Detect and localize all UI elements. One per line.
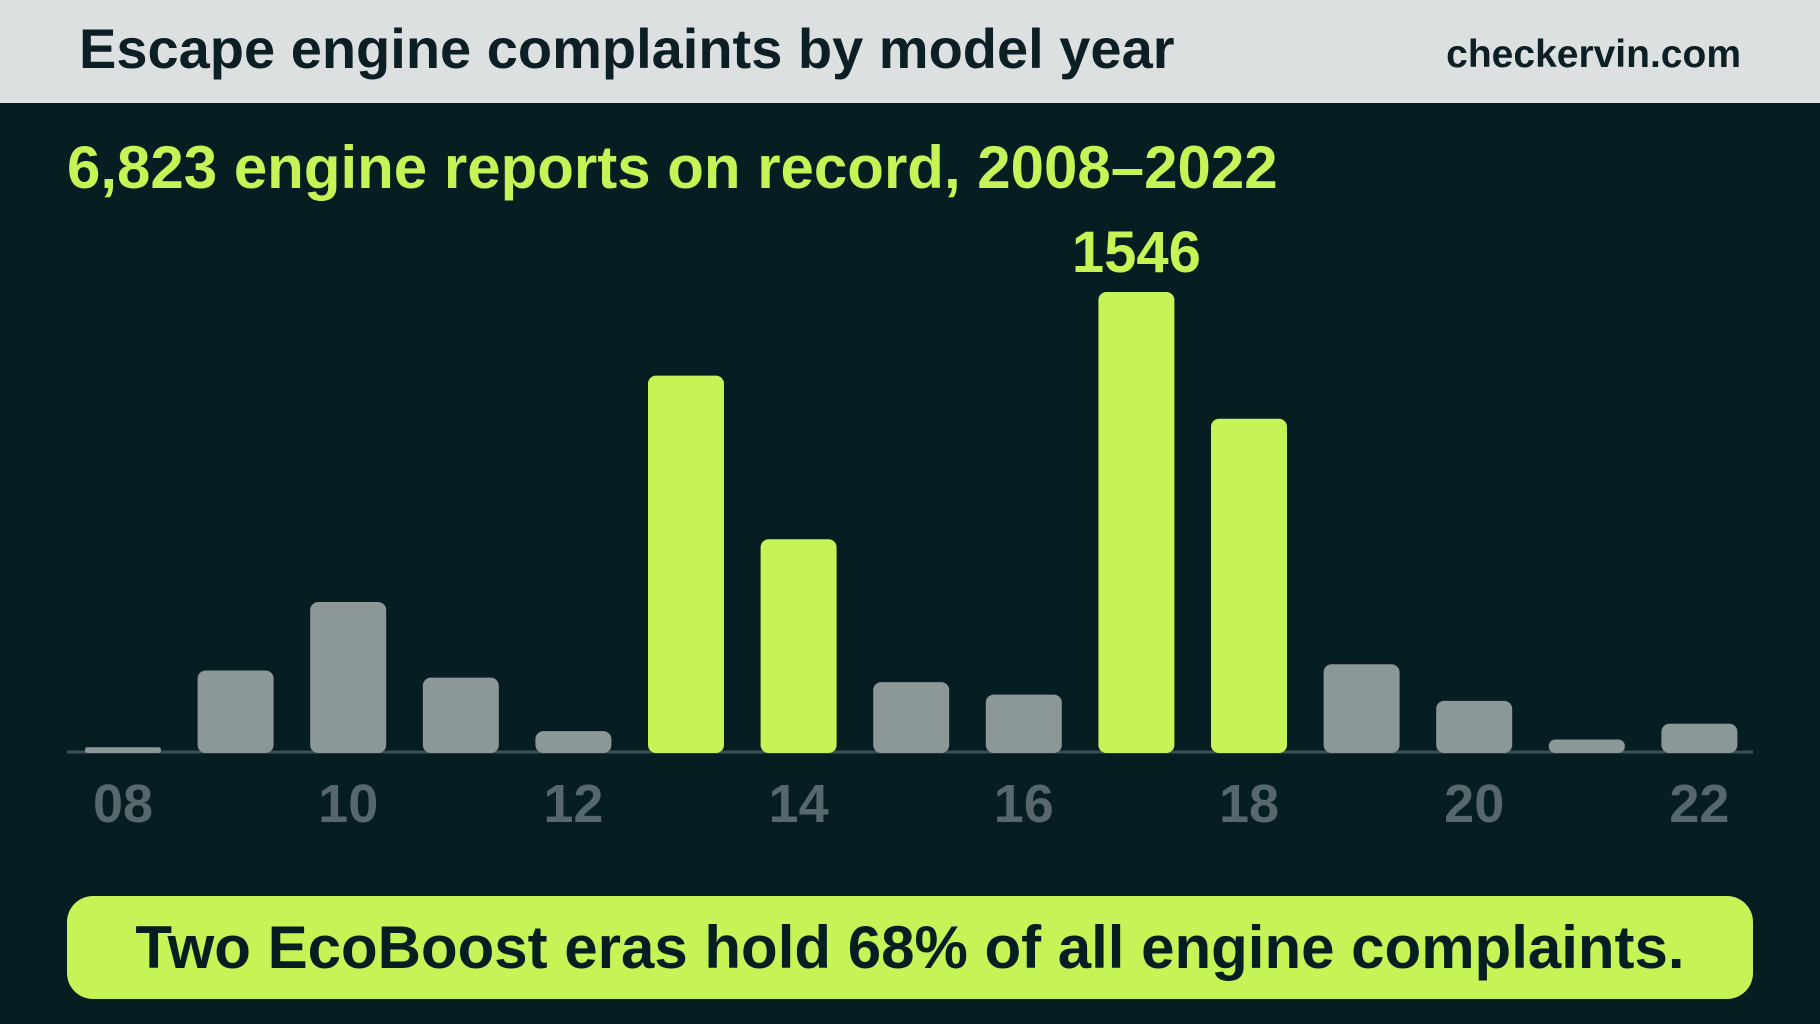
chart-subtitle: 6,823 engine reports on record, 2008–202… — [67, 134, 1278, 201]
bar-2014 — [760, 539, 837, 753]
data-label-2017: 1546 — [1072, 220, 1201, 285]
tick-label-12: 12 — [543, 774, 603, 834]
tick-label-14: 14 — [769, 774, 829, 834]
bar-2022 — [1661, 723, 1738, 753]
bar-2012 — [535, 731, 612, 753]
bar-2020 — [1436, 700, 1513, 753]
tick-label-18: 18 — [1219, 774, 1279, 834]
bar-2018 — [1211, 418, 1287, 753]
header-bar: Escape engine complaints by model year c… — [0, 0, 1820, 103]
bar-2021 — [1548, 739, 1625, 753]
brand-logo-text: checkervin.com — [1446, 33, 1741, 76]
chart-title: Escape engine complaints by model year — [79, 17, 1175, 80]
callout-text: Two EcoBoost eras hold 68% of all engine… — [135, 914, 1685, 981]
bar-2011 — [422, 677, 499, 753]
tick-label-08: 08 — [93, 774, 153, 834]
callout-banner: Two EcoBoost eras hold 68% of all engine… — [67, 896, 1753, 999]
tick-label-20: 20 — [1444, 774, 1504, 834]
bar-2013 — [648, 375, 724, 753]
bar-2015 — [873, 682, 950, 753]
bar-2019 — [1323, 664, 1400, 753]
tick-label-16: 16 — [994, 774, 1054, 834]
bar-chart: 08 10 12 14 16 1546 18 20 22 — [67, 220, 1753, 834]
tick-label-22: 22 — [1669, 774, 1729, 834]
bar-2010 — [310, 602, 387, 753]
tick-label-10: 10 — [318, 774, 378, 834]
bar-2009 — [197, 670, 274, 753]
bar-2016 — [985, 694, 1062, 753]
bar-2017 — [1098, 292, 1175, 753]
bar-2008 — [85, 747, 161, 753]
